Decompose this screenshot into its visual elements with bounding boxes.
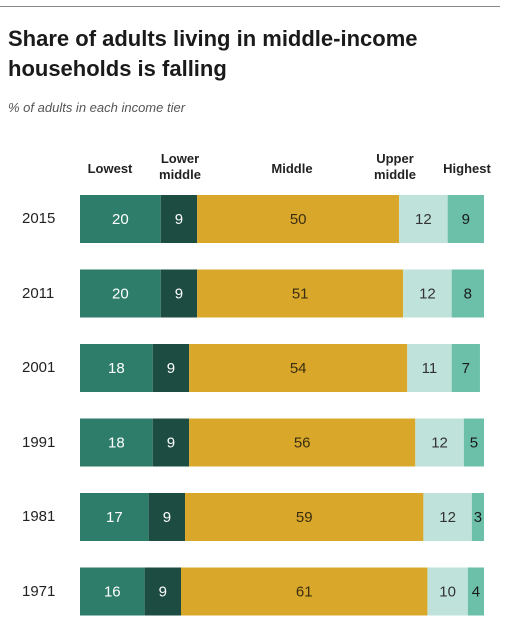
legend-lower-middle: Lower middle [159, 151, 201, 182]
data-label-2011-upper-middle: 12 [419, 286, 436, 303]
bar-1981-lower-middle [148, 493, 186, 541]
data-label-1991-upper-middle: 12 [431, 435, 448, 452]
data-label-2015-lowest: 20 [112, 211, 129, 228]
data-label-2015-upper-middle: 12 [415, 211, 432, 228]
data-label-1981-upper-middle: 12 [439, 509, 456, 526]
bar-2015-highest [447, 195, 484, 243]
bar-2001-highest [451, 344, 480, 392]
data-label-1981-highest: 3 [474, 509, 482, 526]
bar-2015-lowest [80, 195, 161, 243]
data-label-2011-middle: 51 [292, 286, 309, 303]
row-label-2001: 2001 [22, 359, 56, 376]
data-label-1971-middle: 61 [296, 584, 313, 601]
legend-middle: Middle [271, 161, 313, 176]
data-label-2001-lowest: 18 [108, 360, 125, 377]
chart-subtitle: % of adults in each income tier [8, 100, 186, 115]
data-label-2015-lower-middle: 9 [175, 211, 183, 228]
bar-1991-upper-middle [415, 418, 464, 467]
bar-1991-highest [463, 418, 484, 467]
legend-upper-middle: Upper middle [374, 151, 416, 182]
chart-title: Share of adults living in middle-income … [8, 26, 418, 81]
data-label-2001-highest: 7 [462, 360, 470, 377]
row-label-2015: 2015 [22, 210, 56, 227]
bar-1981-lowest [80, 493, 149, 541]
row-label-1971: 1971 [22, 582, 56, 600]
data-label-1971-highest: 4 [472, 584, 480, 601]
bar-2011-lowest [80, 269, 161, 318]
bar-1981-highest [471, 493, 484, 541]
data-label-1971-lowest: 16 [104, 584, 121, 601]
row-label-1991: 1991 [22, 433, 56, 451]
data-label-2001-lower-middle: 9 [167, 360, 175, 377]
bar-1981-upper-middle [423, 493, 472, 541]
bar-2011-highest [451, 269, 484, 318]
bar-1971-upper-middle [427, 567, 468, 616]
data-label-1991-lowest: 18 [108, 435, 125, 452]
data-label-1991-middle: 56 [294, 435, 311, 452]
data-label-1991-lower-middle: 9 [167, 435, 175, 452]
legend-highest: Highest [443, 161, 491, 176]
bar-1991-middle [189, 418, 416, 467]
bar-1991-lower-middle [152, 418, 190, 467]
bar-1971-highest [467, 567, 484, 616]
bar-1971-lowest [80, 567, 145, 616]
bar-1981-middle [185, 493, 424, 541]
bar-2001-lowest [80, 344, 153, 392]
data-label-1981-middle: 59 [296, 509, 313, 526]
data-label-1991-highest: 5 [470, 435, 478, 452]
bar-2011-upper-middle [403, 269, 452, 318]
data-label-1981-lowest: 17 [106, 509, 123, 526]
bar-1971-middle [181, 567, 428, 616]
data-label-2011-highest: 8 [464, 286, 472, 303]
row-label-2011: 2011 [22, 284, 55, 302]
bar-2015-lower-middle [160, 195, 198, 243]
bar-2015-upper-middle [399, 195, 448, 243]
data-label-2001-middle: 54 [290, 360, 307, 377]
data-label-1971-lower-middle: 9 [159, 584, 167, 601]
data-label-1981-lower-middle: 9 [163, 509, 171, 526]
data-label-2015-middle: 50 [290, 211, 307, 228]
bar-2001-middle [189, 344, 408, 392]
row-label-1981: 1981 [22, 508, 56, 525]
data-label-2011-lower-middle: 9 [175, 286, 183, 303]
data-label-1971-upper-middle: 10 [439, 584, 456, 601]
bar-2011-middle [197, 269, 404, 318]
bar-2001-upper-middle [407, 344, 452, 392]
bar-1991-lowest [80, 418, 153, 467]
bar-1971-lower-middle [144, 567, 181, 616]
bar-2001-lower-middle [152, 344, 190, 392]
bar-2015-middle [197, 195, 400, 243]
top-rule [0, 6, 500, 7]
legend-lowest: Lowest [87, 161, 133, 176]
data-label-2001-upper-middle: 11 [422, 360, 438, 377]
data-label-2011-lowest: 20 [112, 286, 129, 303]
bar-2011-lower-middle [160, 269, 198, 318]
data-label-2015-highest: 9 [462, 211, 470, 228]
